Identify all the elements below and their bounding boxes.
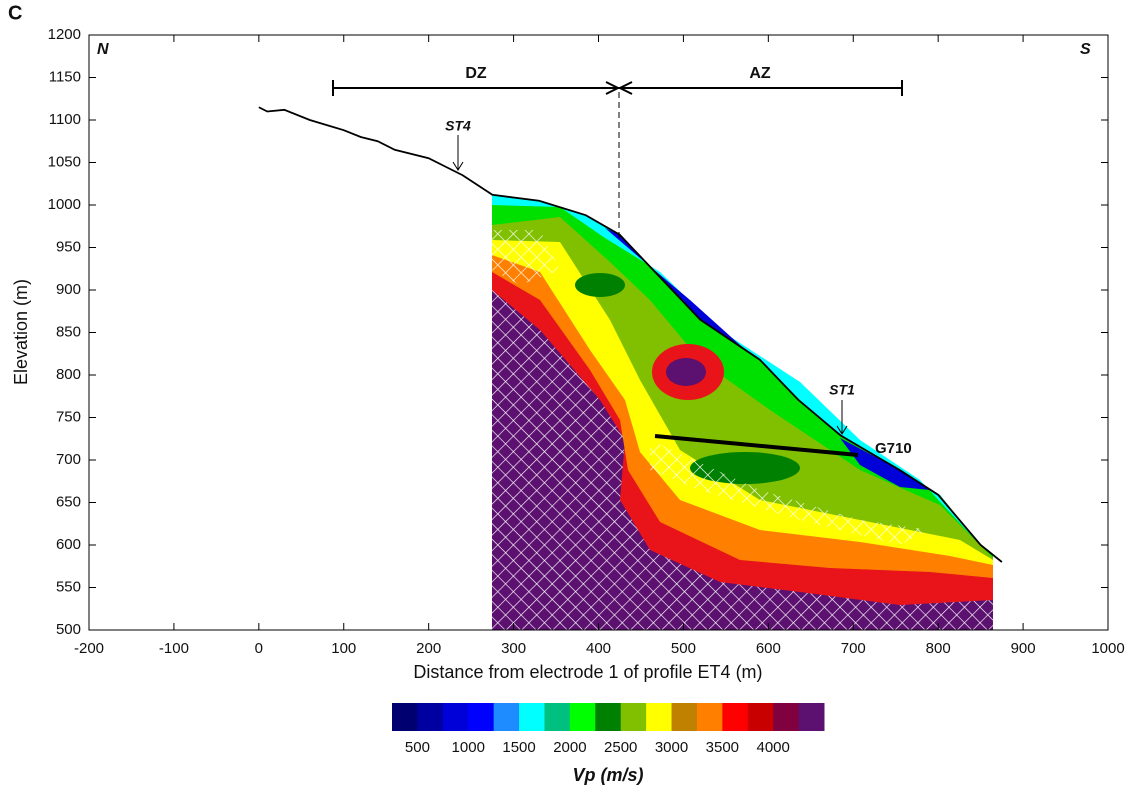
colorbar-box [595, 703, 622, 731]
x-tick-label: 100 [331, 640, 356, 657]
x-tick-label: 300 [501, 640, 526, 657]
x-tick-label: 1000 [1091, 640, 1124, 657]
hatch [492, 230, 560, 285]
colorbar-box [544, 703, 571, 731]
x-tick-label: 700 [841, 640, 866, 657]
region-blue [840, 438, 930, 490]
station-label: ST1 [829, 382, 855, 398]
colorbar-box [646, 703, 673, 731]
zone-arrow [617, 81, 633, 95]
colorbar-box [468, 703, 495, 731]
st1-arrow [836, 425, 848, 435]
x-tick-label: -200 [74, 640, 104, 657]
tomography [492, 195, 993, 630]
colorbar-box [417, 703, 444, 731]
south-label: S [1080, 41, 1091, 58]
colorbar-tick-label: 4000 [756, 739, 789, 756]
y-tick-label: 950 [56, 238, 81, 255]
x-tick-label: 0 [255, 640, 263, 657]
station-label: ST4 [445, 118, 471, 134]
topography-line [258, 106, 1003, 563]
y-tick-label: 500 [56, 621, 81, 638]
y-tick-label: 1150 [49, 68, 81, 85]
x-tick-label: 400 [586, 640, 611, 657]
colorbar-box [442, 703, 469, 731]
x-tick-label: 200 [416, 640, 441, 657]
hatch [650, 440, 930, 545]
colorbar-box [773, 703, 800, 731]
y-tick-label: 700 [56, 451, 81, 468]
y-tick-label: 800 [56, 366, 81, 383]
colorbar-title: Vp (m/s) [572, 765, 643, 785]
colorbar-tick-label: 1000 [452, 739, 485, 756]
st4-arrow [452, 161, 464, 171]
colorbar-box [722, 703, 749, 731]
colorbar-box [671, 703, 698, 731]
colorbar-tick-label: 1500 [502, 739, 535, 756]
colorbar-tick-label: 2500 [604, 739, 637, 756]
zone-label: AZ [749, 65, 771, 82]
x-tick-label: 900 [1011, 640, 1036, 657]
y-tick-label: 1050 [48, 153, 81, 170]
colorbar-box [798, 703, 825, 731]
y-tick-label: 1100 [49, 111, 81, 128]
x-tick-label: 600 [756, 640, 781, 657]
y-tick-label: 550 [56, 578, 81, 595]
g710-line [654, 434, 859, 457]
colorbar-box [747, 703, 774, 731]
x-tick-label: 500 [671, 640, 696, 657]
colorbar-tick-label: 3500 [706, 739, 739, 756]
y-tick-label: 850 [56, 323, 81, 340]
colorbar-tick-label: 500 [405, 739, 430, 756]
region-purple [666, 358, 706, 386]
y-tick-label: 1000 [48, 196, 81, 213]
annotations: N S DZ AZ ST4 ST1 G710 [97, 41, 1091, 457]
y-tick-label: 900 [56, 281, 81, 298]
zone-label: DZ [465, 65, 487, 82]
north-label: N [97, 41, 109, 58]
y-tick-label: 750 [56, 408, 81, 425]
colorbar-box [392, 703, 418, 731]
colorbar-box [493, 703, 520, 731]
y-axis-label: Elevation (m) [11, 279, 31, 385]
x-tick-label: -100 [159, 640, 189, 657]
panel-label: C [8, 2, 22, 24]
colorbar-tick-label: 2000 [553, 739, 586, 756]
colorbar-tick-label: 3000 [655, 739, 688, 756]
y-tick-label: 650 [56, 493, 81, 510]
g710-label: G710 [875, 440, 912, 457]
x-tick-label: 800 [926, 640, 951, 657]
colorbar-box [696, 703, 723, 731]
x-axis-label: Distance from electrode 1 of profile ET4… [413, 662, 762, 682]
region-dark-green [575, 273, 625, 297]
hatch [492, 290, 993, 630]
y-tick-label: 600 [56, 536, 81, 553]
colorbar-box [569, 703, 596, 731]
colorbar-box [620, 703, 647, 731]
colorbar-box [519, 703, 545, 731]
y-tick-label: 1200 [48, 26, 81, 43]
